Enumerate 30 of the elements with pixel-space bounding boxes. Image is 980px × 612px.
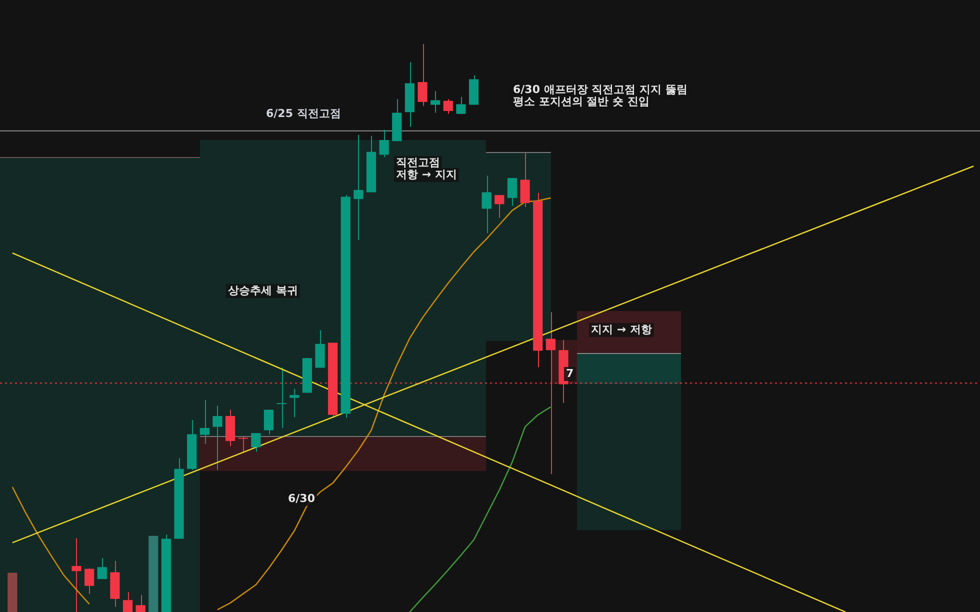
candlestick — [354, 134, 364, 240]
candlestick — [122, 592, 133, 612]
annotation: 직전고점 저항 → 지지 — [396, 156, 457, 181]
candlestick — [379, 129, 389, 158]
candlestick — [84, 568, 94, 594]
candlestick — [238, 436, 248, 452]
annotation: 지지 → 저항 — [590, 322, 652, 336]
candlestick — [418, 44, 428, 106]
candlestick — [456, 96, 466, 114]
candlestick — [482, 175, 492, 234]
annotation: 6/30 애프터장 직전고점 지지 뚫림 평소 포지션의 절반 숏 진입 — [513, 82, 688, 108]
annotation: 6/30 — [288, 492, 316, 505]
candlestick — [494, 194, 504, 218]
candlestick — [276, 367, 286, 428]
candlestick — [430, 90, 440, 114]
candlestick — [97, 558, 107, 580]
candlestick — [72, 538, 82, 612]
annotation: 7 — [566, 366, 574, 380]
candlestick — [520, 151, 530, 208]
candlestick — [507, 178, 518, 206]
ref-line-label: 6/25 직전고점 — [266, 106, 341, 120]
candlestick — [212, 405, 222, 470]
candlestick — [315, 330, 325, 368]
candlestick — [136, 594, 146, 612]
candlestick — [290, 388, 300, 418]
candlestick — [251, 432, 261, 452]
candlestick — [200, 400, 210, 444]
candlestick — [264, 409, 274, 435]
candlestick — [443, 98, 453, 114]
annotation: 상승추세 복귀 — [228, 284, 298, 297]
